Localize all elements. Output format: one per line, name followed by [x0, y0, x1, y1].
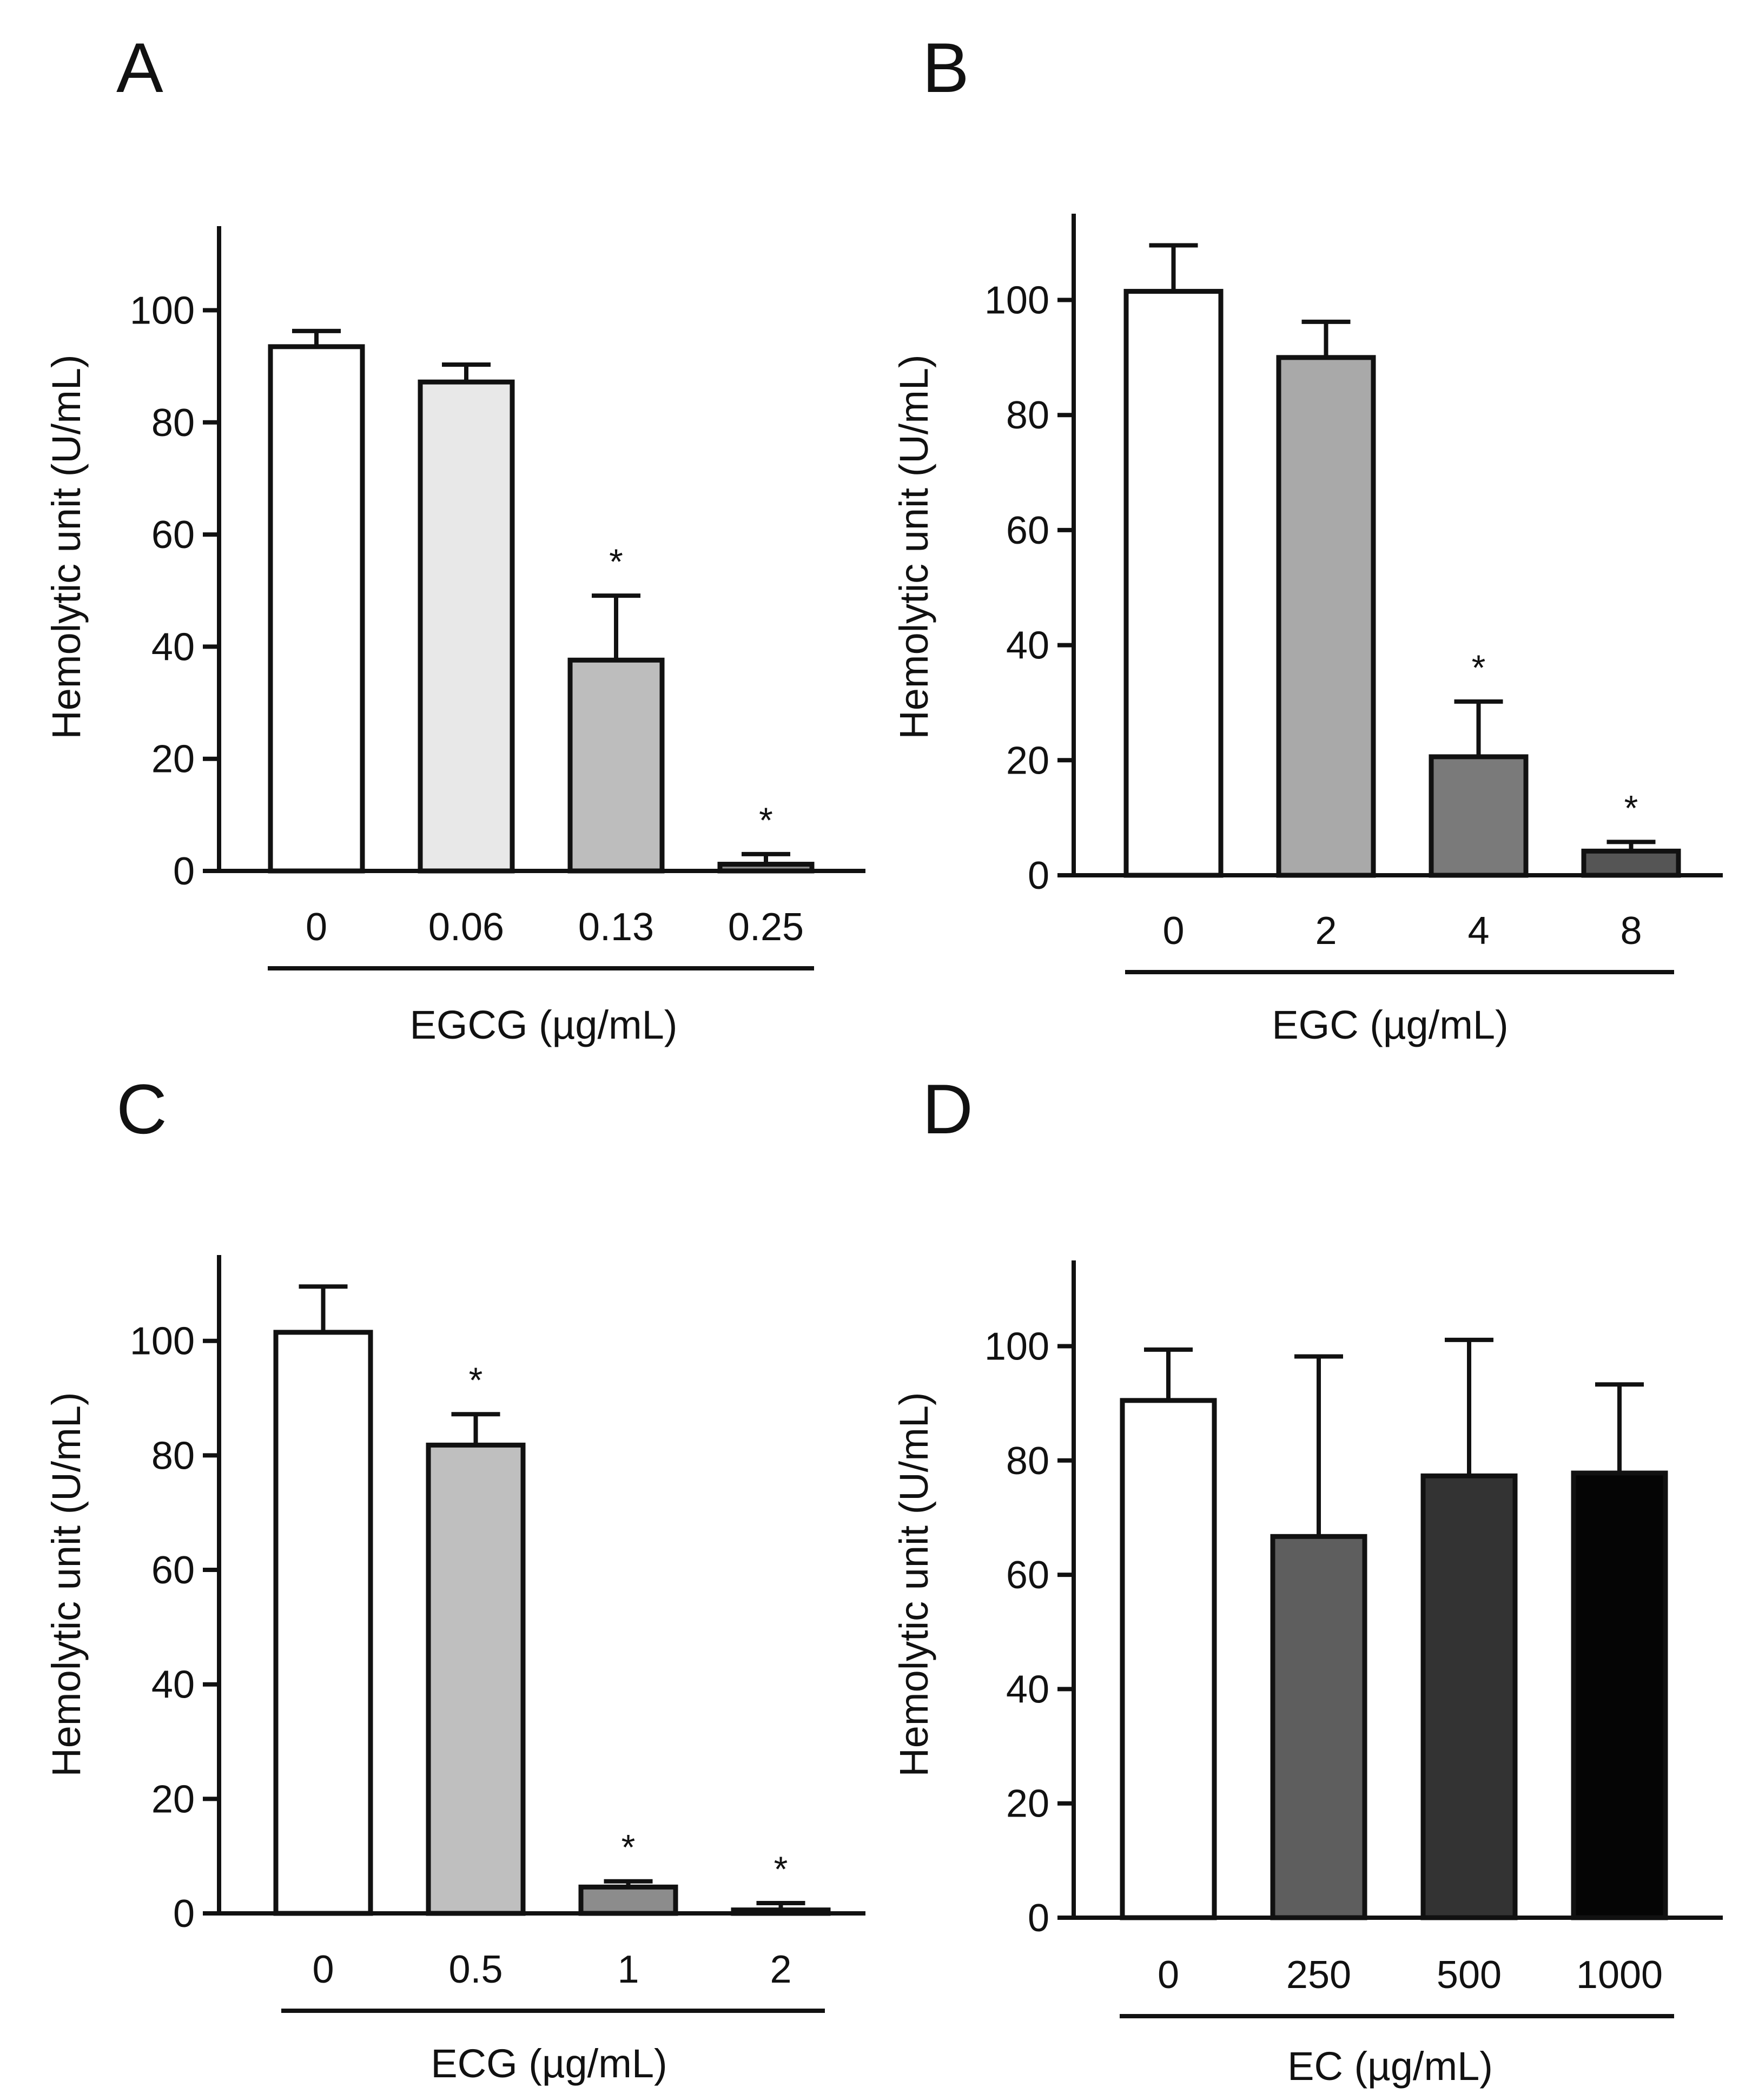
y-tick-label-b-2: 40	[1006, 624, 1049, 668]
panel-label-d: D	[922, 1069, 973, 1148]
category-label-d-1: 250	[1286, 1953, 1351, 1997]
significance-mark-b-3: *	[1624, 788, 1638, 828]
y-axis-title-a: Hemolytic unit (U/mL)	[44, 354, 89, 739]
x-axis-title-b: EGC (µg/mL)	[1272, 1002, 1508, 1047]
panel-label-c: C	[116, 1069, 167, 1148]
significance-mark-c-3: *	[774, 1849, 788, 1889]
bar-d-3	[1571, 1470, 1668, 1920]
y-axis-title-d: Hemolytic unit (U/mL)	[891, 1392, 936, 1777]
y-tick-label-b-3: 60	[1006, 509, 1049, 552]
category-label-a-0: 0	[306, 906, 327, 949]
bar-a-2	[567, 657, 665, 874]
significance-mark-c-1: *	[469, 1360, 483, 1400]
significance-mark-b-2: *	[1472, 648, 1486, 688]
y-tick-label-b-4: 80	[1006, 394, 1049, 437]
category-label-b-1: 2	[1315, 909, 1337, 953]
category-label-c-3: 2	[770, 1948, 791, 1991]
category-label-d-2: 500	[1437, 1953, 1502, 1997]
category-label-d-3: 1000	[1576, 1953, 1663, 1997]
bar-c-2	[578, 1884, 678, 1916]
y-tick-label-d-0: 0	[1028, 1897, 1049, 1940]
x-axis-title-d: EC (µg/mL)	[1287, 2044, 1493, 2089]
panel-c: C Hemolytic unit (U/mL) 0 20 40 60 80 100 0 * 0.…	[44, 1069, 865, 2086]
y-tick-label-d-5: 100	[984, 1325, 1049, 1368]
y-tick-label-d-3: 60	[1006, 1554, 1049, 1597]
y-tick-label-d-1: 20	[1006, 1782, 1049, 1826]
panel-b: B Hemolytic unit (U/mL) 0 20 40 60 80 100 0 2 * 4…	[891, 28, 1723, 1047]
y-tick-label-c-5: 100	[130, 1320, 195, 1363]
bar-d-1	[1270, 1534, 1367, 1920]
y-tick-label-a-0: 0	[173, 850, 195, 893]
y-tick-label-d-4: 80	[1006, 1439, 1049, 1483]
bar-b-2	[1429, 754, 1529, 878]
panel-label-a: A	[116, 28, 163, 107]
bar-d-2	[1420, 1473, 1518, 1920]
y-tick-label-a-3: 60	[151, 513, 195, 557]
plot-a: 0 20 40 60 80 100 0 0.06 * 0.13 * 0.25	[130, 226, 865, 970]
y-tick-label-c-0: 0	[173, 1892, 195, 1936]
significance-mark-a-3: *	[759, 800, 773, 840]
significance-mark-c-2: *	[622, 1827, 636, 1867]
y-tick-label-c-3: 60	[151, 1549, 195, 1592]
bar-c-0	[273, 1330, 373, 1916]
category-label-b-3: 8	[1620, 909, 1642, 953]
y-tick-label-a-4: 80	[151, 401, 195, 445]
y-axis-title-b: Hemolytic unit (U/mL)	[891, 354, 936, 739]
y-tick-label-c-4: 80	[151, 1434, 195, 1477]
category-label-a-2: 0.13	[578, 906, 654, 949]
y-tick-label-b-1: 20	[1006, 739, 1049, 782]
y-tick-label-d-2: 40	[1006, 1668, 1049, 1711]
y-tick-label-c-1: 20	[151, 1778, 195, 1821]
bar-b-0	[1123, 289, 1224, 878]
bar-d-0	[1120, 1398, 1217, 1920]
y-tick-label-b-5: 100	[984, 279, 1049, 322]
category-label-d-0: 0	[1158, 1953, 1179, 1997]
y-tick-label-b-0: 0	[1028, 854, 1049, 897]
y-axis-title-c: Hemolytic unit (U/mL)	[44, 1392, 89, 1777]
category-label-a-1: 0.06	[428, 906, 504, 949]
plot-c: 0 20 40 60 80 100 0 * 0.5 * 1 * 2	[130, 1255, 865, 2013]
bar-c-1	[426, 1442, 526, 1916]
category-label-b-2: 4	[1467, 909, 1489, 953]
bar-b-3	[1581, 848, 1681, 878]
category-label-a-3: 0.25	[728, 906, 804, 949]
category-label-c-1: 0.5	[448, 1948, 503, 1991]
significance-mark-a-2: *	[609, 541, 623, 582]
category-label-b-0: 0	[1162, 909, 1184, 953]
panel-a: A Hemolytic unit (U/mL) 0 20 40 60 80 100 0 0.0…	[44, 28, 865, 1047]
bar-a-0	[268, 344, 365, 874]
bar-b-1	[1276, 355, 1376, 878]
y-tick-label-a-1: 20	[151, 738, 195, 781]
y-tick-label-a-2: 40	[151, 625, 195, 669]
bar-a-1	[418, 379, 515, 874]
plot-b: 0 20 40 60 80 100 0 2 * 4 * 8	[984, 214, 1723, 974]
y-tick-label-c-2: 40	[151, 1663, 195, 1707]
x-axis-title-c: ECG (µg/mL)	[431, 2041, 667, 2086]
category-label-c-0: 0	[312, 1948, 334, 1991]
y-tick-label-a-5: 100	[130, 289, 195, 332]
panel-label-b: B	[922, 28, 969, 107]
category-label-c-2: 1	[617, 1948, 639, 1991]
x-axis-title-a: EGCG (µg/mL)	[410, 1002, 678, 1047]
